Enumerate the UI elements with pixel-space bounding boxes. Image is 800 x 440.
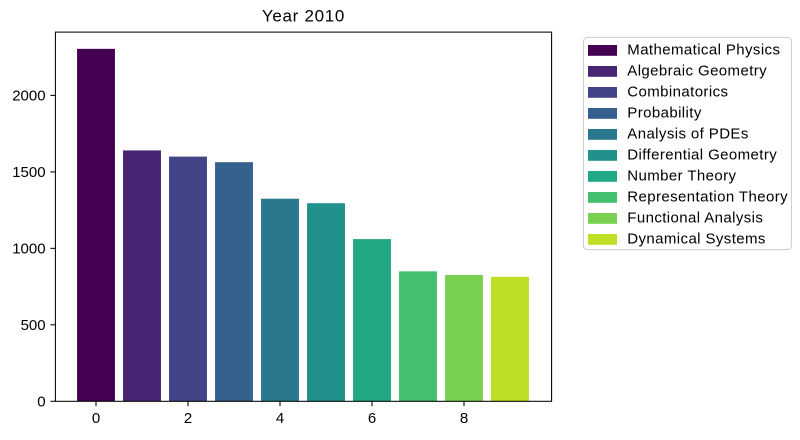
svg-text:500: 500 <box>21 317 46 334</box>
svg-text:2: 2 <box>184 410 192 427</box>
svg-text:Combinatorics: Combinatorics <box>627 84 728 101</box>
svg-text:0: 0 <box>37 394 45 411</box>
svg-text:4: 4 <box>276 410 284 427</box>
svg-text:Number Theory: Number Theory <box>627 168 736 185</box>
svg-text:2000: 2000 <box>12 88 45 105</box>
svg-text:0: 0 <box>92 410 100 427</box>
svg-text:Analysis of PDEs: Analysis of PDEs <box>627 126 748 143</box>
svg-text:Representation Theory: Representation Theory <box>627 189 788 206</box>
svg-text:1000: 1000 <box>12 241 45 258</box>
svg-text:Functional Analysis: Functional Analysis <box>627 210 763 227</box>
svg-text:Probability: Probability <box>627 105 702 122</box>
svg-text:1500: 1500 <box>12 164 45 181</box>
svg-text:Differential Geometry: Differential Geometry <box>627 147 777 164</box>
svg-text:Algebraic Geometry: Algebraic Geometry <box>627 63 767 80</box>
svg-text:Dynamical Systems: Dynamical Systems <box>627 231 766 248</box>
svg-text:8: 8 <box>460 410 468 427</box>
svg-text:6: 6 <box>368 410 376 427</box>
svg-text:Year 2010: Year 2010 <box>262 7 345 26</box>
svg-text:Mathematical Physics: Mathematical Physics <box>627 42 780 59</box>
